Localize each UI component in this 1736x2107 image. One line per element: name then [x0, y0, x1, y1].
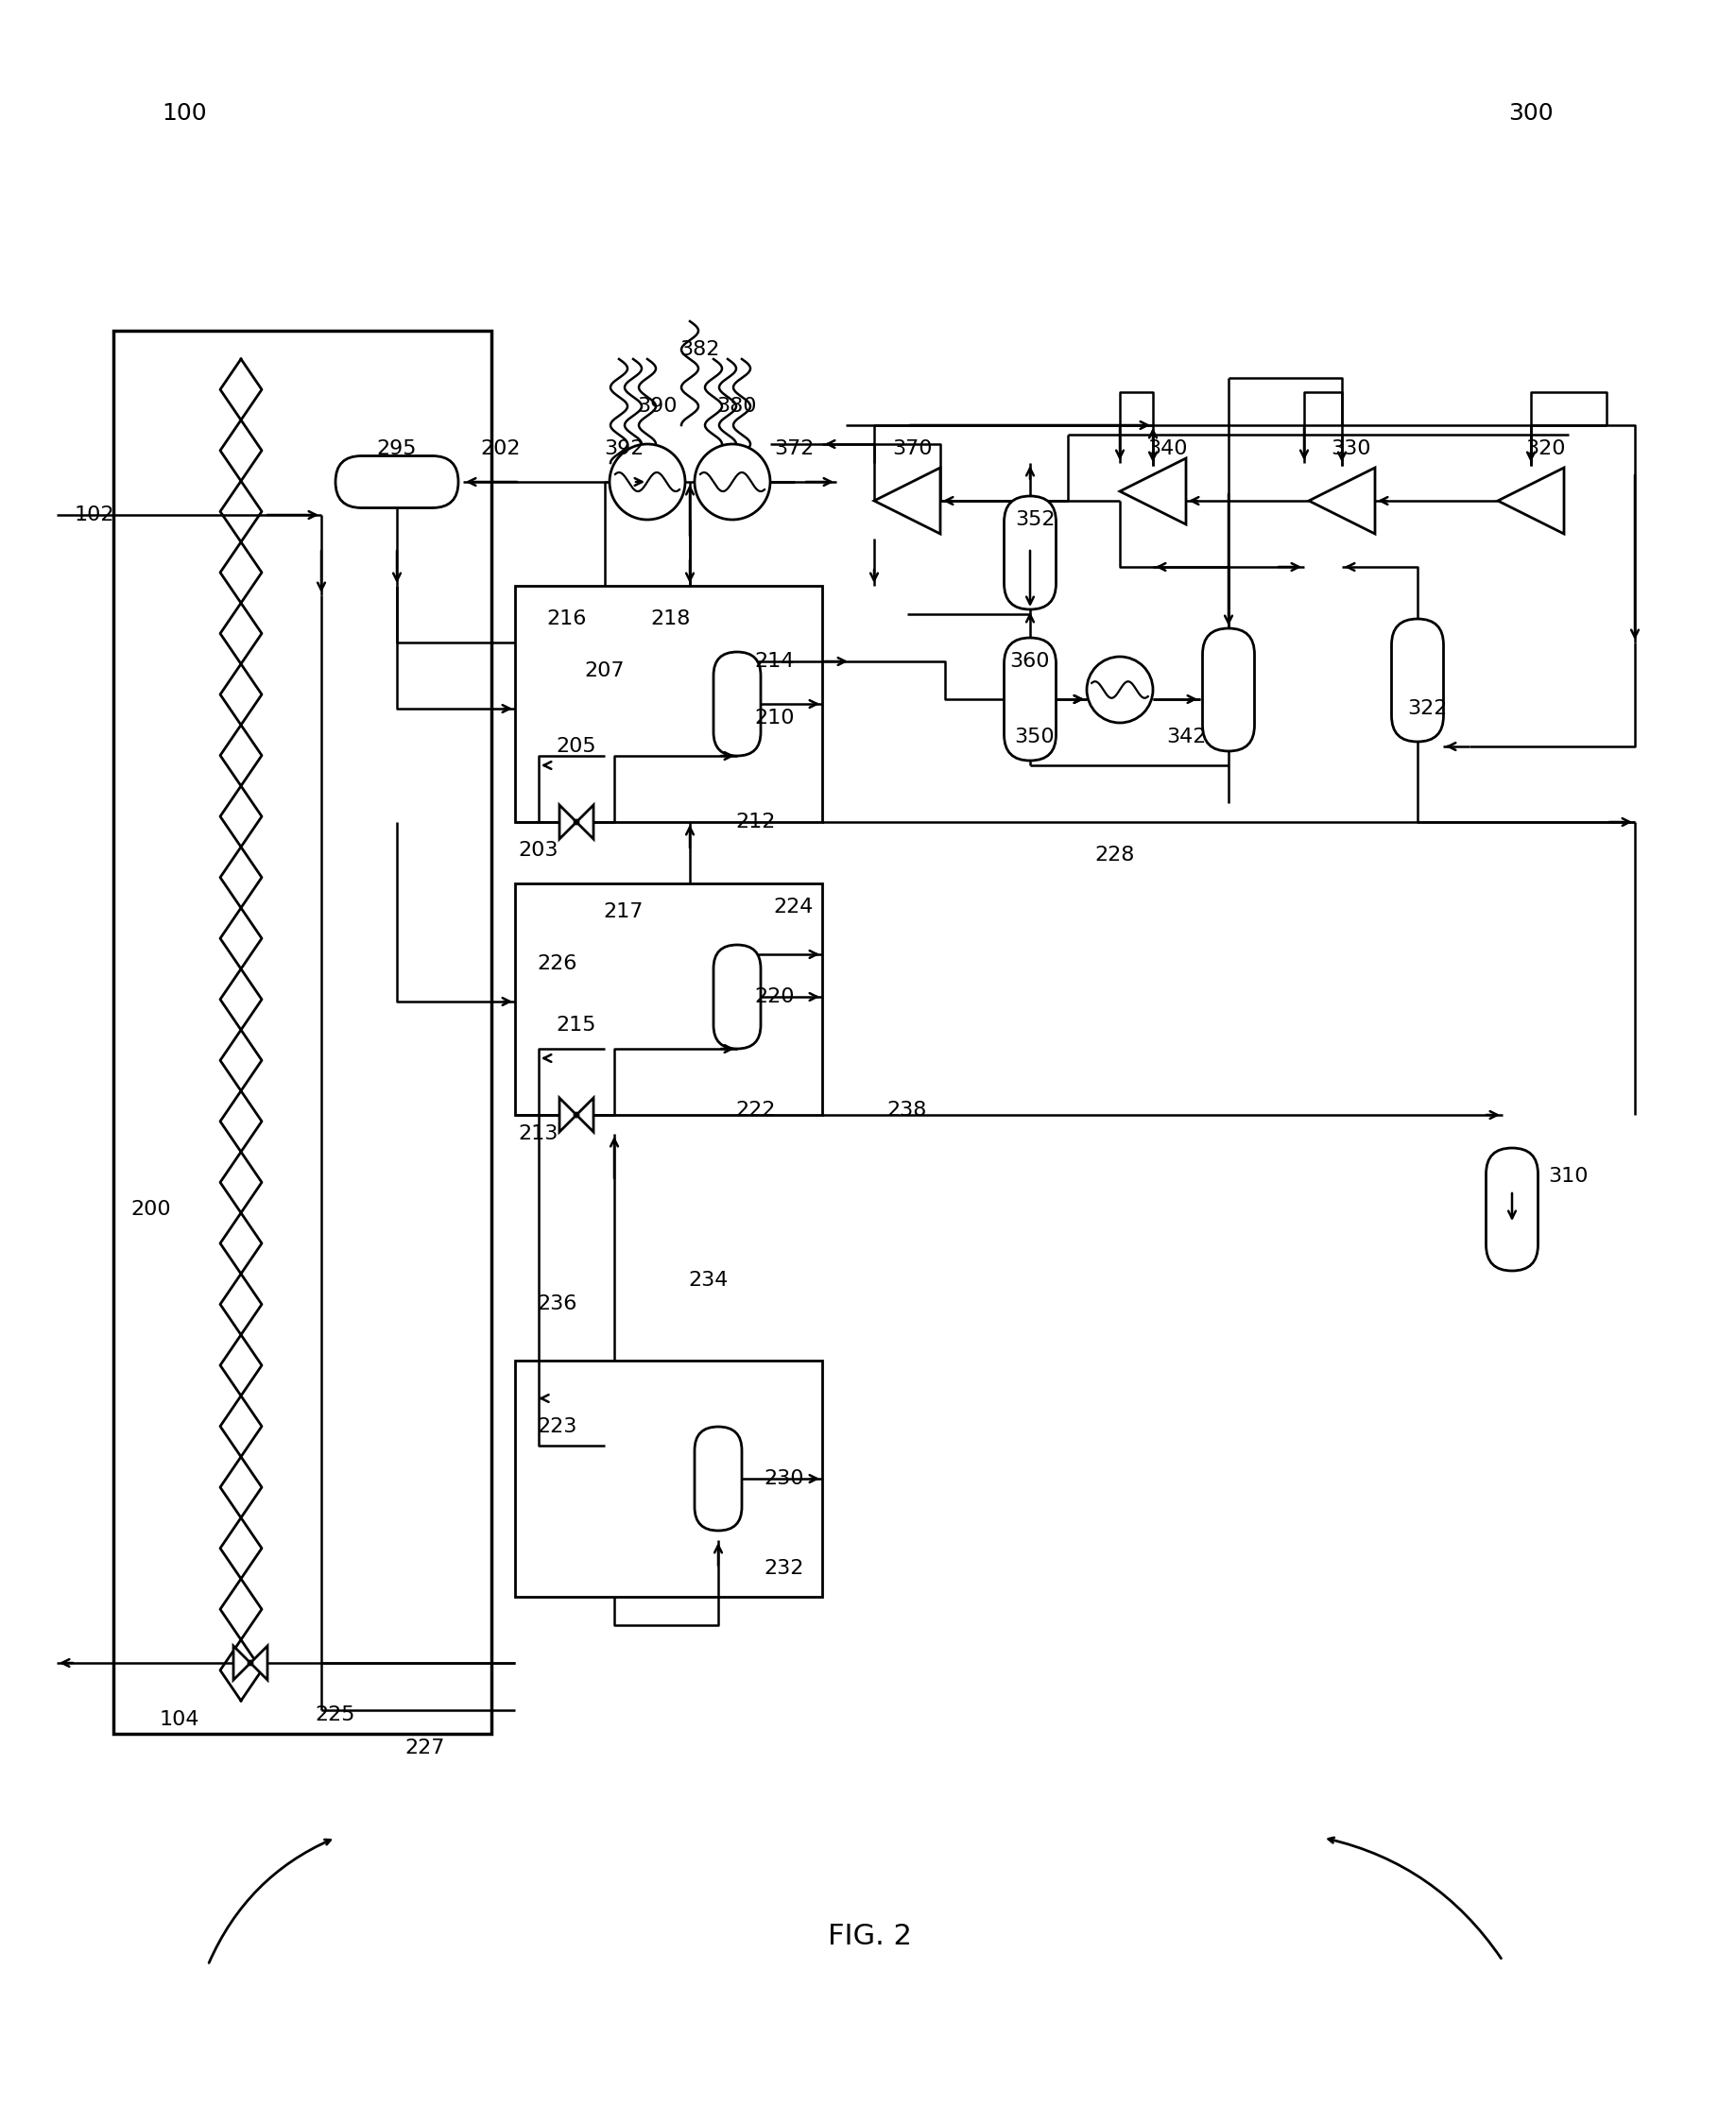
Text: 205: 205	[556, 737, 597, 756]
Bar	[516, 586, 823, 822]
Text: 218: 218	[651, 609, 691, 628]
Text: 370: 370	[892, 440, 932, 457]
Text: 392: 392	[604, 440, 644, 457]
Text: 390: 390	[637, 396, 677, 415]
Text: 224: 224	[774, 898, 814, 917]
Bar	[516, 883, 823, 1115]
Polygon shape	[576, 805, 594, 839]
Text: 352: 352	[1016, 510, 1055, 529]
Text: 200: 200	[130, 1201, 172, 1218]
Polygon shape	[1120, 457, 1186, 525]
Text: 104: 104	[160, 1711, 200, 1730]
Text: 300: 300	[1509, 101, 1554, 124]
Circle shape	[575, 1112, 580, 1117]
Text: 203: 203	[519, 841, 559, 860]
Text: 207: 207	[585, 662, 625, 681]
FancyBboxPatch shape	[1003, 638, 1055, 761]
Text: 230: 230	[764, 1469, 804, 1488]
Text: 340: 340	[1147, 440, 1187, 457]
Text: 227: 227	[404, 1738, 444, 1757]
Bar	[516, 1361, 823, 1597]
Text: 214: 214	[755, 651, 795, 670]
Text: 238: 238	[887, 1100, 927, 1119]
Text: 213: 213	[519, 1125, 559, 1144]
Text: 310: 310	[1549, 1167, 1588, 1186]
Text: 320: 320	[1524, 440, 1566, 457]
Circle shape	[609, 445, 686, 520]
FancyBboxPatch shape	[713, 651, 760, 756]
Text: 223: 223	[538, 1418, 578, 1437]
Polygon shape	[559, 1098, 576, 1131]
Polygon shape	[1498, 468, 1564, 533]
Text: 225: 225	[316, 1705, 356, 1724]
Text: 322: 322	[1406, 700, 1448, 718]
FancyBboxPatch shape	[1003, 495, 1055, 609]
Polygon shape	[559, 805, 576, 839]
Text: 330: 330	[1332, 440, 1371, 457]
Text: 217: 217	[604, 902, 644, 921]
Text: 216: 216	[547, 609, 587, 628]
Bar	[113, 331, 491, 1734]
Text: 232: 232	[764, 1559, 804, 1578]
Text: 380: 380	[717, 396, 757, 415]
Text: 382: 382	[679, 339, 719, 358]
Text: 234: 234	[689, 1271, 729, 1289]
Circle shape	[248, 1660, 253, 1665]
Text: 102: 102	[75, 506, 115, 525]
Text: 210: 210	[755, 708, 795, 727]
Text: 295: 295	[377, 440, 417, 457]
Polygon shape	[250, 1646, 267, 1679]
Text: 360: 360	[1010, 651, 1050, 670]
Text: FIG. 2: FIG. 2	[828, 1924, 911, 1951]
Circle shape	[575, 820, 580, 824]
Text: 222: 222	[736, 1100, 776, 1119]
Text: 342: 342	[1167, 727, 1207, 746]
Text: 202: 202	[481, 440, 521, 457]
Polygon shape	[875, 468, 941, 533]
Circle shape	[1087, 657, 1153, 723]
Polygon shape	[1309, 468, 1375, 533]
Text: 220: 220	[755, 988, 795, 1007]
FancyBboxPatch shape	[1486, 1148, 1538, 1271]
Text: 372: 372	[774, 440, 814, 457]
Text: 226: 226	[538, 954, 578, 973]
FancyBboxPatch shape	[694, 1426, 741, 1530]
Text: 350: 350	[1014, 727, 1055, 746]
Text: 100: 100	[161, 101, 207, 124]
Text: 236: 236	[538, 1294, 578, 1313]
FancyBboxPatch shape	[335, 455, 458, 508]
FancyBboxPatch shape	[1392, 619, 1444, 742]
Circle shape	[694, 445, 771, 520]
Text: 215: 215	[556, 1016, 597, 1035]
FancyBboxPatch shape	[1203, 628, 1255, 752]
Polygon shape	[576, 1098, 594, 1131]
FancyBboxPatch shape	[713, 944, 760, 1049]
Text: 228: 228	[1095, 845, 1135, 864]
Text: 212: 212	[736, 813, 776, 832]
Polygon shape	[233, 1646, 250, 1679]
